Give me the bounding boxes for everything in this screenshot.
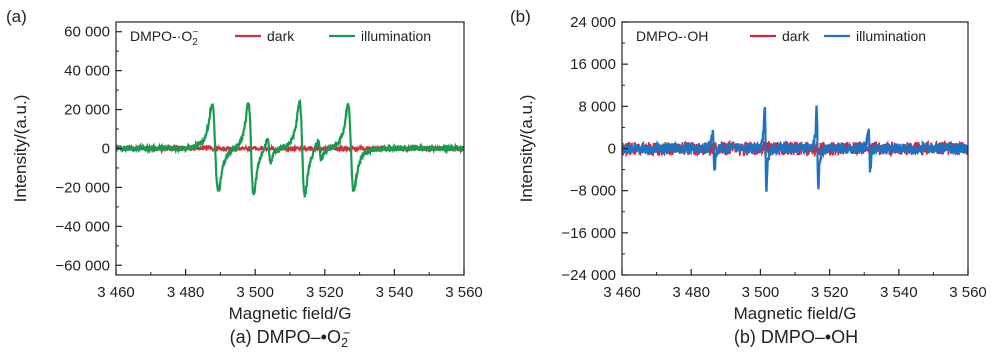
legend-label-illumination: illumination xyxy=(856,28,926,44)
x-tick-label: 3 460 xyxy=(97,284,135,301)
x-tick-label: 3 500 xyxy=(236,284,274,301)
panel-caption: (b) DMPO–•OH xyxy=(734,327,858,347)
y-tick-label: −8 000 xyxy=(570,183,616,200)
x-tick-label: 3 540 xyxy=(376,284,414,301)
x-tick-label: 3 480 xyxy=(672,284,710,301)
species-annotation: DMPO-·OH xyxy=(636,28,708,44)
y-tick-label: −16 000 xyxy=(561,225,616,242)
x-tick-label: 3 560 xyxy=(445,284,483,301)
x-tick-label: 3 480 xyxy=(167,284,205,301)
panel-caption-sup: − xyxy=(343,326,350,340)
panel-b: 3 460 3 480 3 500 3 520 3 540 3 560 −24 000 −16… xyxy=(510,7,987,347)
species-annotation: DMPO-·O2− xyxy=(130,27,199,48)
y-axis-label: Intensity/(a.u.) xyxy=(517,95,536,203)
y-tick-label: 8 000 xyxy=(578,98,616,115)
x-tick-label: 3 520 xyxy=(306,284,344,301)
y-tick-label: 16 000 xyxy=(570,56,616,73)
species-annotation-main: DMPO-·OH xyxy=(636,28,708,44)
x-axis-label: Magnetic field/G xyxy=(229,304,352,323)
panel-caption-main: (b) DMPO–•OH xyxy=(734,327,858,347)
y-tick-label: 20 000 xyxy=(64,102,110,119)
panel-label: (a) xyxy=(6,7,27,26)
legend-label-dark: dark xyxy=(267,28,295,44)
y-tick-label: −24 000 xyxy=(561,267,616,284)
legend: dark illumination xyxy=(750,28,926,44)
series-line-illumination xyxy=(622,105,968,192)
legend: dark illumination xyxy=(235,28,431,44)
species-annotation-sub: 2 xyxy=(192,37,197,48)
panel-a: 3 460 3 480 3 500 3 520 3 540 3 560−60 000−40… xyxy=(6,7,483,350)
panel-caption-main: (a) DMPO–•O xyxy=(230,327,341,347)
panel-label: (b) xyxy=(510,7,531,26)
x-tick-label: 3 500 xyxy=(742,284,780,301)
y-axis-label: Intensity/(a.u.) xyxy=(11,95,30,203)
y-tick-label: 0 xyxy=(102,141,110,158)
panel-caption: (a) DMPO–•O2− xyxy=(230,326,351,350)
y-tick-label: 40 000 xyxy=(64,63,110,80)
x-tick-label: 3 560 xyxy=(949,284,987,301)
panel-caption-sub: 2 xyxy=(341,336,348,350)
y-tick-label: −20 000 xyxy=(55,179,110,196)
y-tick-label: 24 000 xyxy=(570,14,616,31)
x-axis-label: Magnetic field/G xyxy=(734,304,857,323)
legend-label-dark: dark xyxy=(782,28,810,44)
x-tick-label: 3 520 xyxy=(811,284,849,301)
x-tick-label: 3 460 xyxy=(603,284,641,301)
y-tick-label: −60 000 xyxy=(55,257,110,274)
x-tick-label: 3 540 xyxy=(880,284,918,301)
species-annotation-sup: − xyxy=(193,27,199,38)
series-line-illumination xyxy=(116,98,464,198)
y-tick-label: −40 000 xyxy=(55,218,110,235)
species-annotation-main: DMPO-·O xyxy=(130,28,192,44)
y-tick-label: 60 000 xyxy=(64,24,110,41)
legend-label-illumination: illumination xyxy=(361,28,431,44)
y-tick-label: 0 xyxy=(608,141,616,158)
